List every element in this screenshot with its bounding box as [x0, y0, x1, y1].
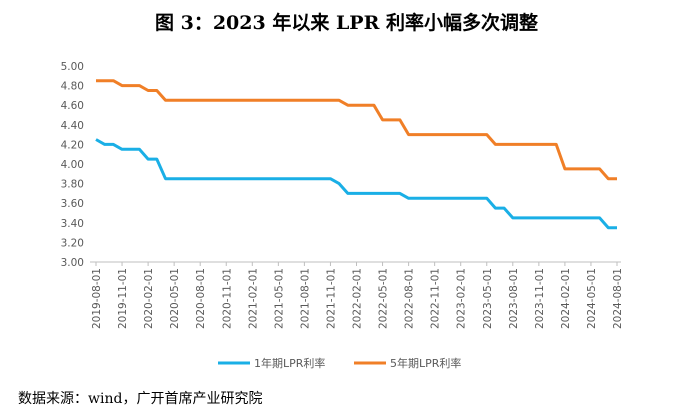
y-tick-label: 3.00	[61, 257, 84, 269]
y-tick-label: 4.40	[61, 120, 84, 132]
x-tick-label: 2024-02-01	[560, 268, 572, 329]
x-tick-label: 2019-08-01	[91, 268, 103, 329]
y-tick-label: 4.80	[61, 81, 84, 93]
series-line-1y	[95, 138, 617, 230]
chart-title: 图 3：2023 年以来 LPR 利率小幅多次调整	[155, 12, 538, 34]
source-note: 数据来源：wind，广开首席产业研究院	[18, 391, 263, 407]
x-tick-label: 2023-05-01	[482, 268, 494, 329]
x-tick-label: 2022-05-01	[378, 268, 390, 329]
x-tick-label: 2020-11-01	[221, 268, 233, 329]
x-tick-label: 2024-08-01	[612, 268, 624, 329]
x-tick-label: 2024-05-01	[586, 268, 598, 329]
y-tick-label: 3.80	[61, 179, 84, 191]
x-tick-label: 2021-08-01	[299, 268, 311, 329]
y-tick-label: 3.20	[61, 237, 84, 249]
x-tick-label: 2021-05-01	[273, 268, 285, 329]
y-tick-label: 4.60	[61, 100, 84, 112]
y-tick-label: 5.00	[61, 61, 84, 73]
x-tick-label: 2020-05-01	[169, 268, 181, 329]
y-tick-label: 3.60	[61, 198, 84, 210]
x-tick-label: 2022-11-01	[430, 268, 442, 329]
legend-label: 1年期LPR利率	[254, 356, 325, 370]
y-tick-label: 4.00	[61, 159, 84, 171]
y-tick-label: 4.20	[61, 139, 84, 151]
x-tick-label: 2021-11-01	[325, 268, 337, 329]
legend-label: 5年期LPR利率	[390, 356, 461, 370]
series-line-5y	[96, 79, 617, 181]
y-tick-label: 3.40	[61, 218, 84, 230]
x-tick-label: 2023-08-01	[508, 268, 520, 329]
x-tick-label: 2019-11-01	[117, 268, 129, 329]
x-tick-label: 2020-08-01	[195, 268, 207, 329]
x-tick-label: 2022-02-01	[352, 268, 364, 329]
x-tick-label: 2023-11-01	[534, 268, 546, 329]
x-tick-label: 2022-08-01	[404, 268, 416, 329]
x-tick-label: 2023-02-01	[456, 268, 468, 329]
x-tick-label: 2021-02-01	[247, 268, 259, 329]
x-tick-label: 2020-02-01	[143, 268, 155, 329]
